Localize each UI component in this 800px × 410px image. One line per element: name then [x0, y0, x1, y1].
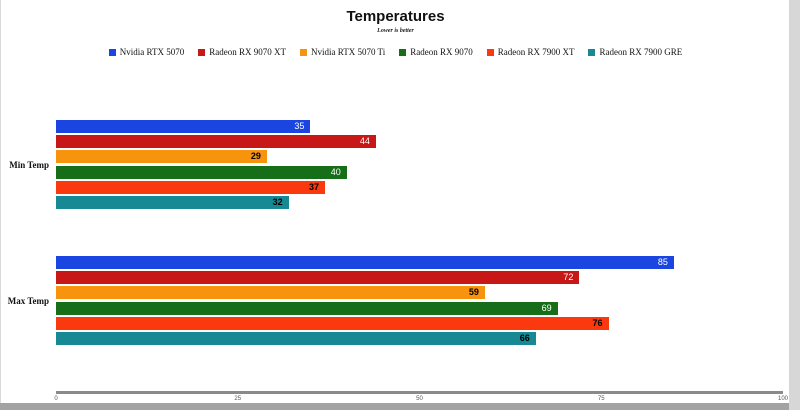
x-axis-tick-label: 0 — [54, 396, 58, 402]
bar: 40 — [56, 165, 347, 179]
bar-value-label: 59 — [468, 287, 479, 298]
legend-swatch-icon — [299, 48, 307, 56]
x-axis-tick-label: 50 — [416, 396, 423, 402]
legend-swatch-icon — [588, 48, 596, 56]
legend-item: Nvidia RTX 5070 — [108, 47, 185, 57]
bar-value-label: 76 — [592, 317, 603, 328]
bar: 35 — [56, 120, 311, 133]
bar: 44 — [56, 135, 376, 149]
chart-subtitle: Lower is better — [377, 28, 414, 34]
legend-label: Radeon RX 7900 XT — [497, 47, 575, 57]
bar-value-label: 37 — [308, 181, 319, 192]
bar-value-label: 35 — [294, 121, 305, 131]
legend-item: Radeon RX 7900 XT — [486, 47, 575, 57]
chart-legend: Nvidia RTX 5070 Radeon RX 9070 XT Nvidia R… — [1, 46, 790, 58]
x-axis-tick-label: 100 — [777, 396, 788, 402]
legend-label: Nvidia RTX 5070 Ti — [310, 47, 386, 57]
bar: 29 — [56, 150, 267, 164]
bar-value-label: 69 — [541, 302, 552, 313]
chart-card: Temperatures Lower is better Nvidia RTX … — [0, 0, 790, 403]
legend-swatch-icon — [486, 48, 494, 56]
plot-area: Min Temp 35 44 29 40 37 32 Max Temp 85 72 59 69 76 66 — [1, 0, 790, 403]
bar-value-label: 29 — [250, 151, 261, 162]
bar: 37 — [56, 180, 325, 194]
legend-label: Nvidia RTX 5070 — [119, 47, 185, 57]
bar: 85 — [56, 256, 674, 269]
bar-value-label: 44 — [359, 136, 370, 147]
window-right-edge — [789, 0, 800, 410]
bar-value-label: 72 — [563, 272, 574, 283]
bar-value-label: 40 — [330, 166, 341, 177]
legend-swatch-icon — [198, 48, 206, 56]
legend-item: Radeon RX 9070 — [399, 47, 473, 57]
legend-swatch-icon — [108, 48, 116, 56]
x-axis-tick-label: 25 — [234, 396, 242, 402]
chart-title: Temperatures — [346, 8, 445, 25]
bar: 76 — [56, 316, 609, 330]
category-label: Max Temp — [7, 295, 49, 306]
bar: 72 — [56, 271, 580, 285]
legend-item: Nvidia RTX 5070 Ti — [299, 47, 386, 57]
legend-item: Radeon RX 9070 XT — [198, 47, 286, 57]
x-axis-line — [56, 391, 783, 394]
bar: 32 — [56, 196, 289, 209]
legend-swatch-icon — [399, 48, 407, 56]
category-label: Min Temp — [9, 159, 49, 170]
bar-value-label: 85 — [657, 257, 668, 267]
bar-value-label: 66 — [519, 333, 530, 343]
legend-label: Radeon RX 9070 — [410, 47, 473, 57]
x-axis-tick-label: 75 — [597, 396, 605, 402]
bar: 66 — [56, 332, 536, 345]
legend-label: Radeon RX 7900 GRE — [599, 47, 683, 57]
legend-label: Radeon RX 9070 XT — [209, 47, 286, 57]
bar-value-label: 32 — [272, 197, 283, 207]
bar: 69 — [56, 301, 558, 315]
window-bottom-edge — [0, 403, 789, 410]
legend-item: Radeon RX 7900 GRE — [588, 47, 682, 57]
bar: 59 — [56, 286, 485, 300]
